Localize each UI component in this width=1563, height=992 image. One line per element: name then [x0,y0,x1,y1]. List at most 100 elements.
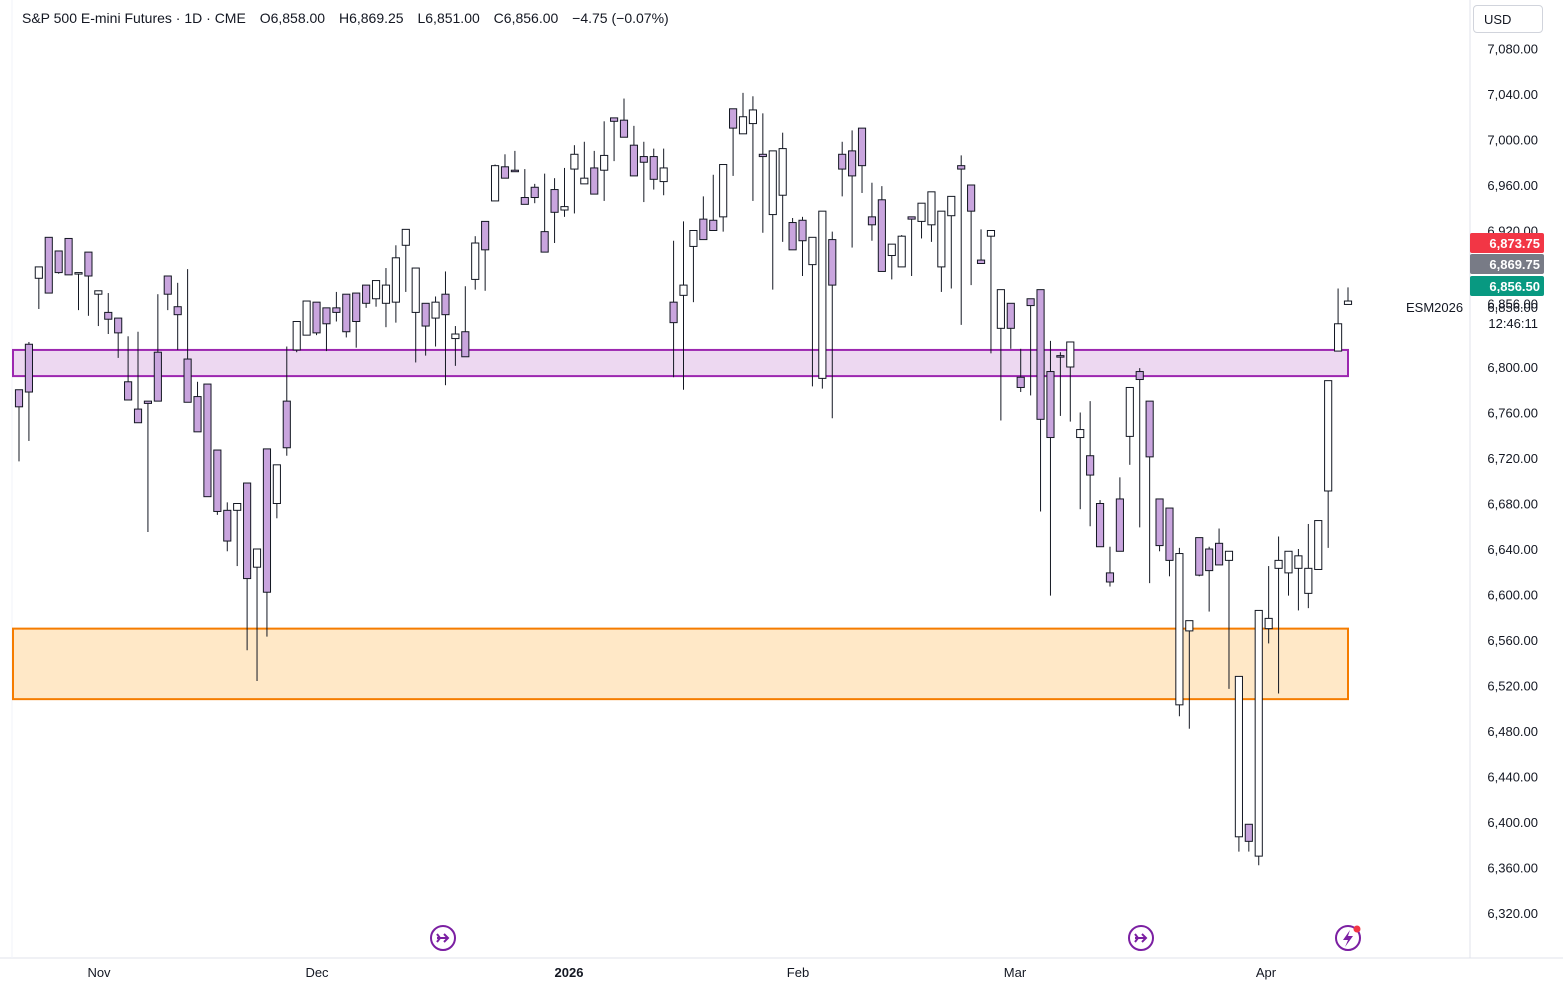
candle-body [748,109,757,125]
candle-body [401,228,410,246]
candle-body [639,156,648,163]
candle [1195,537,1204,577]
candle-body [381,284,391,304]
candle-body [1046,371,1055,439]
candle [481,220,490,291]
candle-body [788,222,797,251]
candle-body [471,242,480,280]
candle [540,173,549,253]
candle-body [570,153,579,170]
price-tick-label: 6,800.00 [1487,360,1538,375]
candle-body [1274,559,1283,569]
candle-body [213,449,222,512]
candle [421,302,430,356]
candle [223,502,232,552]
arrow-circle-icon [1128,925,1154,951]
icon-chevron [436,933,442,943]
candle [1135,368,1144,528]
candle [54,250,63,274]
candle [560,167,569,217]
candle-body [114,317,123,334]
lightning-circle-icon [1335,925,1361,951]
candle [252,548,262,681]
candle-body [967,184,976,212]
candle-body [619,119,629,138]
symbol-title: S&P 500 E-mini Futures · 1D · CME [22,10,246,26]
candle [312,301,321,336]
time-axis[interactable]: Nov Dec 2026 Feb Mar Apr [87,965,1276,980]
candle-body [1304,567,1313,594]
candle [570,145,579,214]
time-tick-label: 2026 [555,965,584,980]
candle-body [719,164,728,218]
candle-body [342,293,351,333]
candle-body [897,235,906,268]
candle-body [838,153,847,170]
candle-body [947,195,956,217]
candle [1234,675,1243,852]
candle-body [540,231,549,253]
candle [213,449,222,515]
candle-body [74,272,83,275]
candle [679,221,688,390]
price-axis[interactable]: 6,320.00 6,360.00 6,400.00 6,440.00 6,480.00… [1487,42,1538,922]
candle [857,127,867,193]
candle-body [1145,400,1154,458]
candle [1036,289,1045,512]
candle [610,117,619,162]
candle [699,196,708,241]
icon-chevron [1134,933,1140,943]
candle [748,96,757,201]
candle [1046,340,1055,596]
candle-body [1086,455,1095,476]
candle-body [818,210,827,379]
currency-button[interactable]: USD [1473,5,1543,33]
price-tag-value: 6,873.75 [1489,236,1540,251]
candle-body [1254,609,1263,857]
candle [1076,412,1085,510]
candle [1224,550,1234,689]
candle-body [1264,617,1273,630]
candle-body [14,389,24,408]
candle [1105,546,1115,587]
candle [877,186,886,272]
candle-body [282,400,291,449]
candle-body [917,202,926,222]
candle [1006,302,1015,349]
candle [401,228,410,292]
candle-body [560,206,569,211]
candle [461,286,470,358]
candle-body [659,167,668,183]
price-tick-label: 6,320.00 [1487,906,1538,921]
resistance-zone [12,348,1349,378]
icon-bolt [1343,930,1353,947]
candle [322,307,331,352]
candle-body [431,301,440,319]
candle-body [1234,675,1243,838]
candle-body [1165,507,1174,561]
candle-body [262,448,272,593]
time-tick-label: Apr [1256,965,1277,980]
price-tick-label: 6,960.00 [1487,178,1538,193]
candle [362,284,371,308]
candle-body [1036,289,1045,420]
price-tag-bg [1470,276,1544,296]
candle-body [233,503,242,511]
candle [1026,298,1035,396]
candle-body [699,218,708,241]
candle-body [590,167,599,195]
time-tick-label: Feb [787,965,809,980]
candle-body [729,108,738,129]
countdown-label: 12:46:11 [1488,316,1538,331]
candle [639,141,648,203]
candle-body [1155,498,1164,547]
candle-body [887,243,896,257]
candle-body [689,230,698,247]
candle-body [1076,429,1085,439]
candle [371,280,381,307]
candle-body [1294,555,1303,569]
candle-body [798,219,807,242]
candle-body [758,153,767,158]
candle-body [530,186,539,199]
